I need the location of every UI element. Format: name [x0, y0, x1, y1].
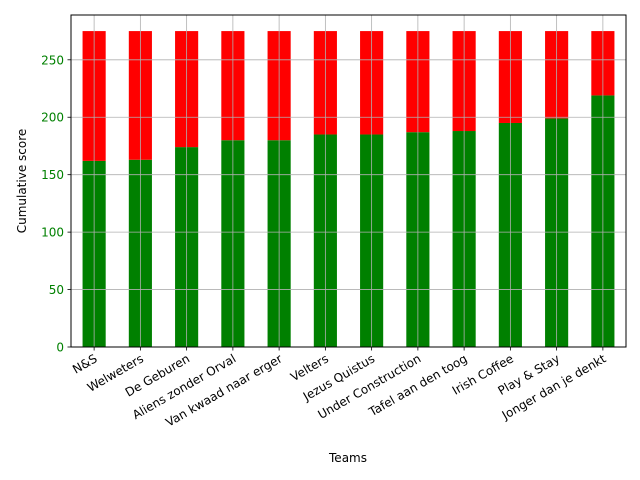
y-tick-label-1: 50: [49, 283, 64, 297]
y-ticks: 0 50 100 150 200 250: [41, 53, 71, 355]
y-tick-label-5: 250: [41, 53, 64, 67]
y-axis-label: Cumulative score: [15, 129, 29, 234]
x-axis-label: Teams: [328, 451, 367, 465]
grid: [71, 15, 626, 348]
y-tick-label-0: 0: [56, 341, 64, 355]
plot-frame: [70, 14, 627, 348]
x-tick-label-0: N&S: [70, 351, 99, 376]
axes: [70, 14, 627, 348]
y-tick-label-3: 150: [41, 168, 64, 182]
y-tick-label-4: 200: [41, 111, 64, 125]
y-tick-label-2: 100: [41, 226, 64, 240]
bars: [82, 31, 615, 348]
